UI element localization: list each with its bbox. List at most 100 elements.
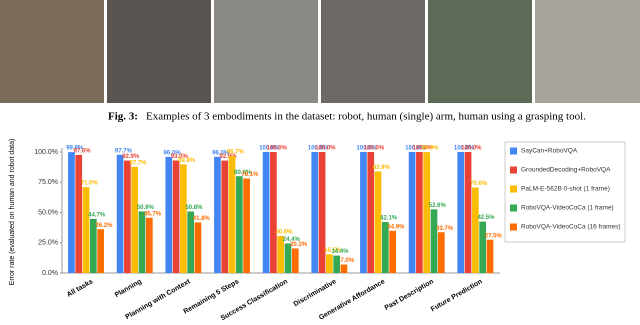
value-label: 24.4%	[283, 237, 301, 243]
bar	[464, 152, 472, 273]
value-label: 83.9%	[373, 165, 391, 171]
legend-swatch	[510, 185, 517, 193]
photo	[0, 0, 104, 103]
value-label: 80.0%	[234, 170, 252, 176]
value-label: 30.6%	[275, 230, 293, 236]
value-label: 93.0%	[171, 154, 189, 160]
value-label: 70.6%	[470, 181, 488, 187]
bar	[89, 218, 97, 273]
y-tick-label: 50.0%	[38, 209, 58, 216]
bar	[172, 160, 180, 273]
bar	[367, 152, 375, 273]
bar	[243, 178, 250, 273]
bar	[311, 152, 319, 273]
caption-text: Examples of 3 embodiments in the dataset…	[146, 111, 586, 123]
y-tick-label: 75.0%	[38, 179, 58, 186]
bar	[214, 156, 221, 273]
value-label: 14.4%	[331, 249, 349, 255]
bar	[284, 243, 292, 273]
value-label: 87.7%	[129, 160, 147, 166]
y-tick-label: 25.0%	[38, 240, 58, 247]
value-label: 45.7%	[144, 211, 162, 217]
value-label: 52.6%	[429, 203, 447, 209]
bar	[340, 264, 348, 273]
y-axis-label: Error rate (evaluated on human and robot…	[9, 139, 16, 286]
legend-swatch	[510, 147, 517, 155]
value-label: 100.0%	[308, 146, 329, 152]
value-label: 89.8%	[178, 158, 196, 164]
value-label: 96.7%	[227, 150, 245, 156]
bar	[389, 230, 396, 273]
caption-label: Fig. 3:	[108, 111, 138, 123]
value-label: 99.9%	[66, 146, 84, 152]
bar	[360, 152, 367, 273]
bar	[479, 221, 487, 273]
value-label: 78.1%	[241, 172, 259, 178]
bar	[116, 154, 124, 273]
y-tick-label: 100.0%	[34, 149, 58, 156]
photo	[107, 0, 211, 103]
x-tick-label: Planning	[114, 278, 143, 299]
value-label: 99.9%	[421, 146, 439, 152]
value-label: 100.0%	[405, 146, 426, 152]
value-label: 97.7%	[115, 148, 133, 154]
y-tick-label: 0.0%	[42, 270, 58, 277]
bar	[381, 222, 389, 273]
bar	[457, 152, 465, 273]
value-label: 15.5%	[324, 248, 342, 254]
bar	[187, 211, 195, 273]
legend-swatch	[510, 223, 517, 231]
value-label: 100.0%	[315, 146, 336, 152]
bar	[270, 152, 277, 273]
value-label: 100.0%	[364, 146, 385, 152]
legend-swatch	[510, 204, 517, 212]
photos	[0, 0, 640, 103]
bar	[291, 248, 299, 273]
value-label: 71.0%	[81, 181, 99, 187]
bar	[194, 222, 202, 273]
value-label: 42.1%	[380, 216, 398, 222]
value-label: 36.2%	[95, 223, 113, 229]
bar	[430, 209, 438, 273]
value-label: 97.6%	[74, 148, 92, 154]
value-label: 50.8%	[185, 205, 203, 211]
bar	[333, 255, 341, 273]
bar	[277, 235, 285, 273]
value-label: 34.9%	[387, 224, 405, 230]
bar	[145, 217, 153, 273]
bar	[486, 239, 494, 273]
value-label: 44.7%	[88, 212, 106, 218]
value-label: 100.0%	[413, 146, 434, 152]
bar	[423, 152, 431, 273]
bar	[318, 152, 326, 273]
legend-label: RoboVQA-VideoCoCa (1 frame)	[521, 205, 614, 212]
photo	[321, 0, 425, 103]
bar	[82, 187, 90, 273]
legend-label: GroundedDecoding+RoboVQA	[521, 167, 611, 174]
value-label: 20.3%	[290, 242, 308, 248]
value-label: 100.0%	[357, 146, 378, 152]
value-label: 41.8%	[193, 216, 211, 222]
bar	[165, 156, 173, 273]
photo	[214, 0, 318, 103]
value-label: 100.0%	[461, 146, 482, 152]
legend-label: RoboVQA-VideoCoCa (16 frames)	[521, 224, 621, 231]
value-label: 100.0%	[454, 146, 475, 152]
legend-swatch	[510, 166, 517, 174]
value-label: 27.5%	[485, 233, 503, 239]
legend-label: PaLM-E-562B 0-shot (1 frame)	[521, 186, 610, 193]
x-tick-label: Past Description	[384, 278, 435, 312]
value-label: 96.0%	[212, 150, 230, 156]
bar	[408, 152, 416, 273]
bar	[97, 229, 104, 273]
photo	[535, 0, 640, 103]
value-label: 42.5%	[477, 215, 495, 221]
bar	[472, 187, 479, 273]
value-label: 100.0%	[267, 146, 288, 152]
legend-label: SayCan+RoboVQA	[521, 148, 578, 155]
bar	[138, 211, 146, 273]
bar	[68, 152, 75, 273]
value-label: 92.9%	[220, 154, 238, 160]
x-tick-label: All tasks	[66, 278, 95, 299]
